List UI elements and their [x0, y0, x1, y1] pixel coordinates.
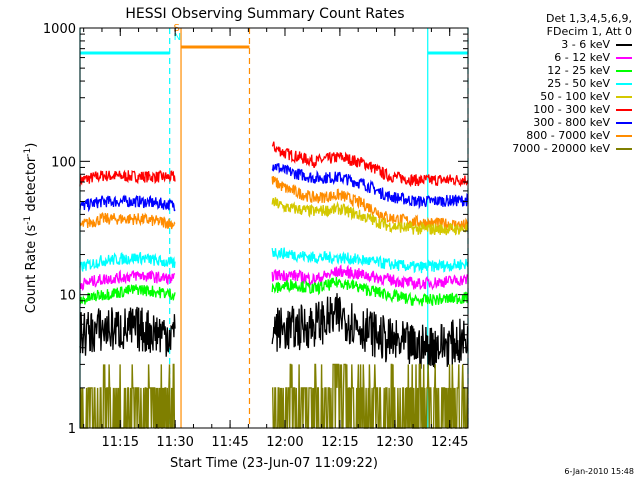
legend-entry: 7000 - 20000 keV — [482, 142, 632, 155]
legend: Det 1,3,4,5,6,9, FDecim 1, Att 0 3 - 6 k… — [482, 12, 632, 155]
legend-swatch — [616, 108, 632, 111]
y-tick-label: 10 — [59, 289, 76, 304]
series-line — [271, 176, 469, 232]
series-line — [271, 293, 469, 369]
y-tick-label: 100 — [51, 155, 76, 170]
legend-header-detectors: Det 1,3,4,5,6,9, — [545, 12, 632, 25]
series-line — [271, 141, 469, 188]
x-tick-label: 12:15 — [321, 435, 358, 450]
legend-swatch — [616, 121, 632, 124]
series-line — [79, 194, 176, 213]
legend-label: 3 - 6 keV — [561, 38, 610, 51]
legend-swatch — [616, 134, 632, 137]
legend-label: 25 - 50 keV — [547, 77, 610, 90]
legend-entry: 3 - 6 keV — [482, 38, 632, 51]
legend-entry: 6 - 12 keV — [482, 51, 632, 64]
series-line — [79, 269, 176, 291]
legend-label: 50 - 100 keV — [540, 90, 610, 103]
series-line — [271, 276, 469, 307]
x-tick-label: 11:15 — [102, 435, 139, 450]
x-tick-label: 12:00 — [266, 435, 303, 450]
series-line — [271, 264, 469, 291]
series-line — [79, 169, 176, 187]
y-axis-label: Count Rate (s-1 detector-1) — [23, 143, 39, 314]
timestamp: 6-Jan-2010 15:48 — [564, 467, 634, 476]
legend-entry: 25 - 50 keV — [482, 77, 632, 90]
state-marker-label: N — [174, 32, 181, 43]
series-line — [272, 363, 469, 429]
legend-label: 12 - 25 keV — [547, 64, 610, 77]
legend-entry: 50 - 100 keV — [482, 90, 632, 103]
legend-header-decimation: FDecim 1, Att 0 — [546, 25, 632, 38]
series-line — [79, 284, 176, 305]
legend-swatch — [616, 147, 632, 150]
chart-title: HESSI Observing Summary Count Rates — [125, 6, 404, 22]
plot-frame — [79, 27, 469, 429]
legend-label: 300 - 800 keV — [533, 116, 610, 129]
series-line — [79, 306, 176, 357]
y-tick-label: 1 — [68, 422, 76, 437]
legend-swatch — [616, 82, 632, 85]
legend-swatch — [616, 56, 632, 59]
legend-label: 100 - 300 keV — [533, 103, 610, 116]
series-line — [79, 212, 176, 230]
legend-label: 800 - 7000 keV — [526, 129, 610, 142]
x-axis-label: Start Time (23-Jun-07 11:09:22) — [170, 456, 378, 471]
series-line — [79, 251, 176, 272]
series-line — [271, 163, 469, 210]
x-tick-label: 12:30 — [376, 435, 413, 450]
series-line — [79, 363, 176, 429]
legend-entry: 300 - 800 keV — [482, 116, 632, 129]
legend-entry: 100 - 300 keV — [482, 103, 632, 116]
legend-swatch — [616, 43, 632, 46]
x-tick-label: 11:30 — [156, 435, 193, 450]
legend-entry: 12 - 25 keV — [482, 64, 632, 77]
y-tick-label: 1000 — [43, 22, 76, 37]
series-line — [271, 247, 469, 274]
legend-swatch — [616, 69, 632, 72]
legend-label: 6 - 12 keV — [554, 51, 610, 64]
x-tick-label: 12:45 — [431, 435, 468, 450]
x-tick-label: 11:45 — [211, 435, 248, 450]
series-line — [271, 197, 469, 236]
legend-label: 7000 - 20000 keV — [512, 142, 610, 155]
legend-entry: 800 - 7000 keV — [482, 129, 632, 142]
legend-swatch — [616, 95, 632, 98]
